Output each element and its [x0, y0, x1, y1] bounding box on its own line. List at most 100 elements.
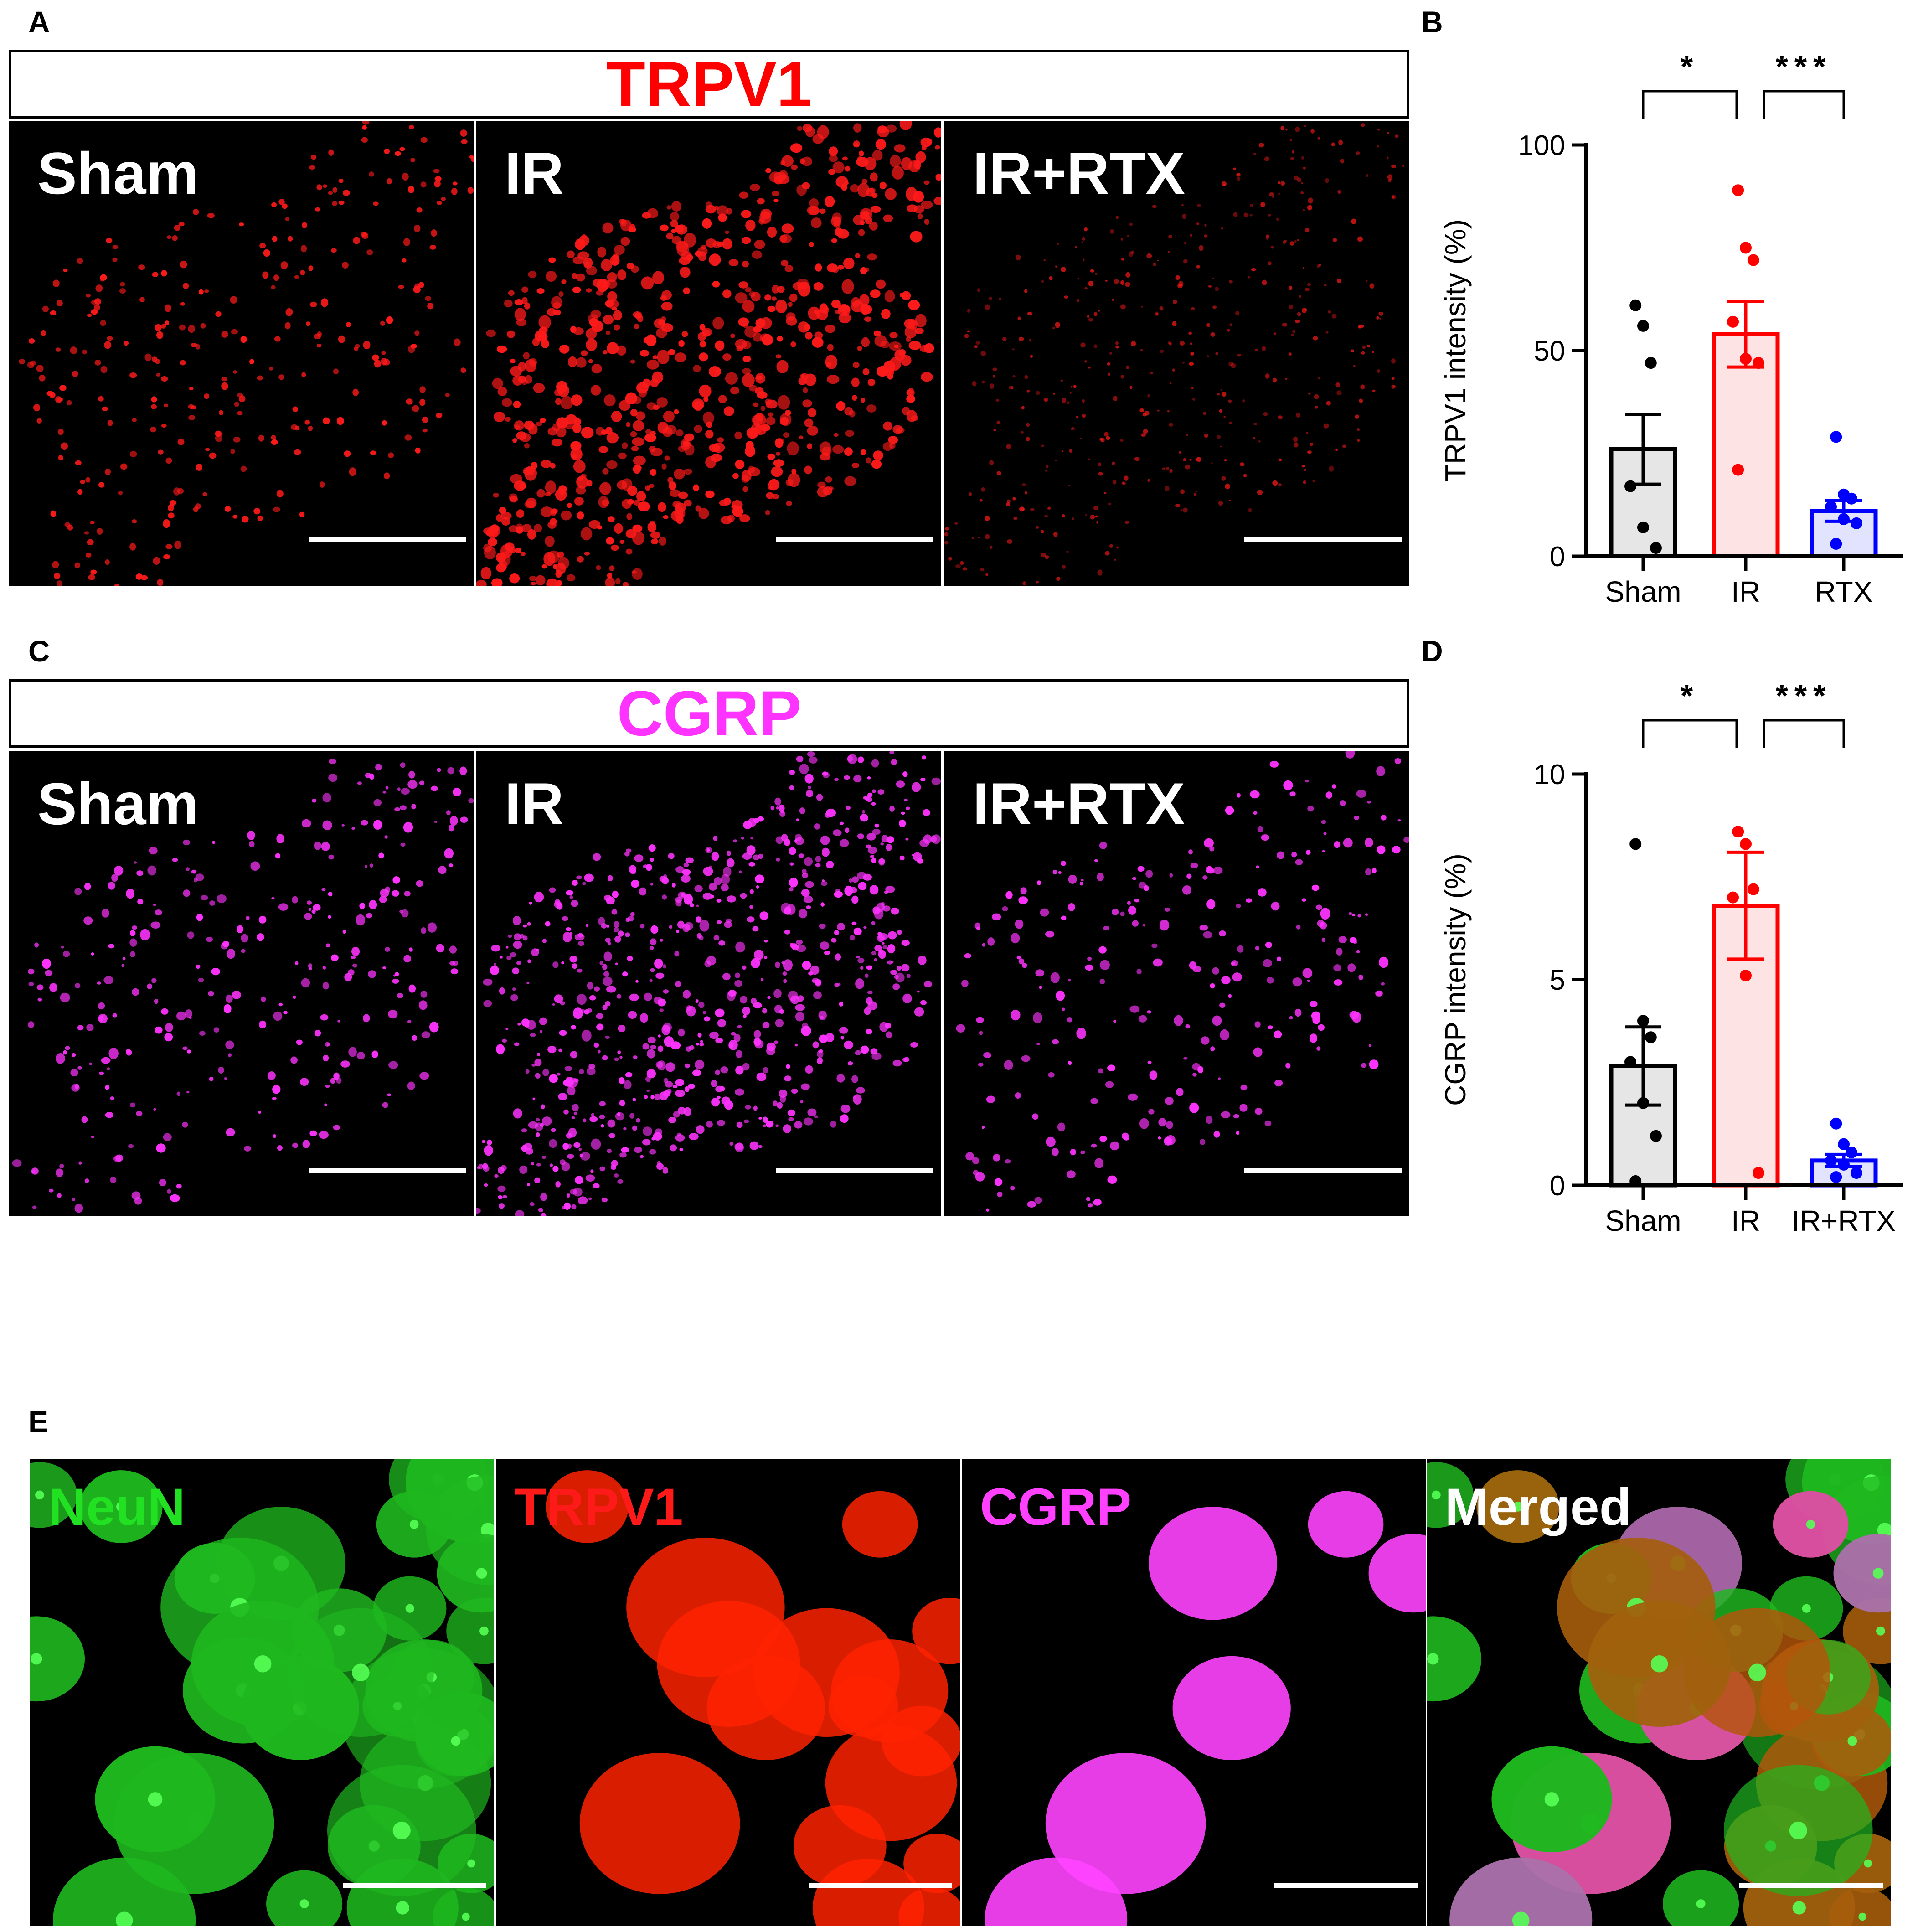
- stained-cell: [975, 341, 980, 345]
- stained-cell: [665, 1062, 675, 1072]
- stained-cell: [607, 1148, 612, 1153]
- stained-cell: [858, 229, 865, 236]
- stained-cell: [366, 249, 373, 256]
- stained-cell: [901, 811, 905, 815]
- stained-cell: [1027, 311, 1032, 315]
- stained-cell: [1254, 1021, 1261, 1028]
- stained-cell: [531, 1063, 536, 1067]
- stained-cell: [771, 466, 783, 477]
- stained-cell: [56, 300, 63, 307]
- stained-cell: [420, 137, 428, 143]
- stained-cell: [1045, 930, 1055, 938]
- stained-cell: [510, 358, 516, 364]
- stained-cell: [1081, 241, 1084, 244]
- stained-cell: [1099, 1136, 1107, 1142]
- stained-cell: [1309, 443, 1314, 446]
- stained-cell: [230, 449, 235, 454]
- stained-cell: [699, 324, 706, 331]
- stained-cell: [1301, 898, 1306, 902]
- stained-cell: [663, 515, 669, 519]
- stained-cell: [257, 933, 264, 941]
- stained-cell: [831, 238, 838, 243]
- stained-cell: [749, 905, 753, 909]
- stained-cell: [858, 882, 867, 890]
- stained-cell: [78, 1161, 82, 1165]
- stained-cell: [705, 847, 712, 853]
- stained-cell: [755, 413, 764, 421]
- stained-cell: [1315, 405, 1318, 409]
- stained-cell: [108, 1048, 119, 1059]
- stained-cell: [309, 165, 315, 170]
- stained-cell: [717, 1120, 725, 1126]
- stained-cell: [808, 785, 811, 790]
- stained-cell: [871, 460, 882, 469]
- stained-cell: [355, 344, 360, 348]
- stained-cell: [402, 172, 409, 181]
- stained-cell: [170, 1194, 180, 1202]
- stained-cell: [74, 562, 80, 568]
- stained-cell: [478, 1164, 484, 1169]
- stained-cell: [658, 502, 666, 512]
- stained-cell: [730, 386, 739, 395]
- stained-cell: [976, 926, 981, 930]
- stained-cell: [1147, 394, 1150, 398]
- stained-cell: [742, 356, 751, 362]
- stained-cell: [606, 537, 614, 545]
- stained-cell: [91, 952, 94, 956]
- stained-cell: [857, 957, 865, 963]
- stained-cell: [1036, 391, 1040, 395]
- stained-cell: [271, 439, 278, 445]
- stained-cell: [357, 781, 362, 785]
- stained-cell: [1258, 440, 1261, 443]
- stained-cell: [172, 858, 178, 862]
- stained-cell: [1233, 167, 1237, 170]
- stained-cell: [887, 931, 897, 940]
- stained-cell: [1007, 539, 1012, 544]
- stained-cell: [1068, 485, 1071, 486]
- stained-cell: [536, 288, 545, 294]
- stained-cell: [242, 516, 249, 523]
- stained-cell: [725, 372, 738, 385]
- stained-cell: [1145, 870, 1153, 878]
- stained-cell: [694, 425, 702, 433]
- stained-cell: [761, 978, 764, 981]
- stained-cell: [1186, 873, 1192, 879]
- stained-cell: [1081, 879, 1084, 881]
- stained-cell: [434, 176, 442, 181]
- stained-cell: [820, 902, 825, 907]
- stained-cell: [368, 970, 376, 978]
- stained-cell: [1294, 240, 1297, 243]
- stained-cell: [821, 881, 828, 886]
- stained-cell: [369, 900, 377, 909]
- stained-cell: [420, 181, 427, 188]
- stained-cell: [818, 1010, 827, 1020]
- stained-cell: [721, 874, 730, 885]
- stained-cell: [1050, 972, 1060, 983]
- stained-cell: [622, 971, 628, 977]
- stained-cell: [646, 1089, 650, 1092]
- stained-cell: [702, 893, 712, 900]
- stained-cell: [422, 429, 428, 433]
- stained-cell: [429, 1022, 439, 1033]
- stained-cell: [807, 425, 819, 436]
- stained-cell: [94, 298, 102, 305]
- stained-cell: [408, 984, 416, 993]
- stained-cell: [420, 991, 428, 998]
- stained-cell: [799, 909, 808, 919]
- stained-cell: [1221, 476, 1226, 481]
- stained-cell: [1357, 914, 1361, 918]
- stained-cell: [460, 129, 467, 137]
- stained-cell: [674, 468, 685, 480]
- stained-cell: [840, 839, 849, 847]
- stained-cell: [634, 500, 640, 506]
- stained-cell: [521, 286, 529, 293]
- stained-cell: [1212, 305, 1217, 309]
- stained-cell: [543, 552, 556, 566]
- stained-cell: [1268, 261, 1272, 265]
- panel-letter-d: D: [1421, 634, 1443, 668]
- stained-cell: [395, 151, 401, 156]
- stained-cell: [696, 251, 701, 257]
- stained-cell: [722, 238, 732, 250]
- stained-cell: [702, 218, 712, 229]
- data-point: [1624, 1056, 1636, 1068]
